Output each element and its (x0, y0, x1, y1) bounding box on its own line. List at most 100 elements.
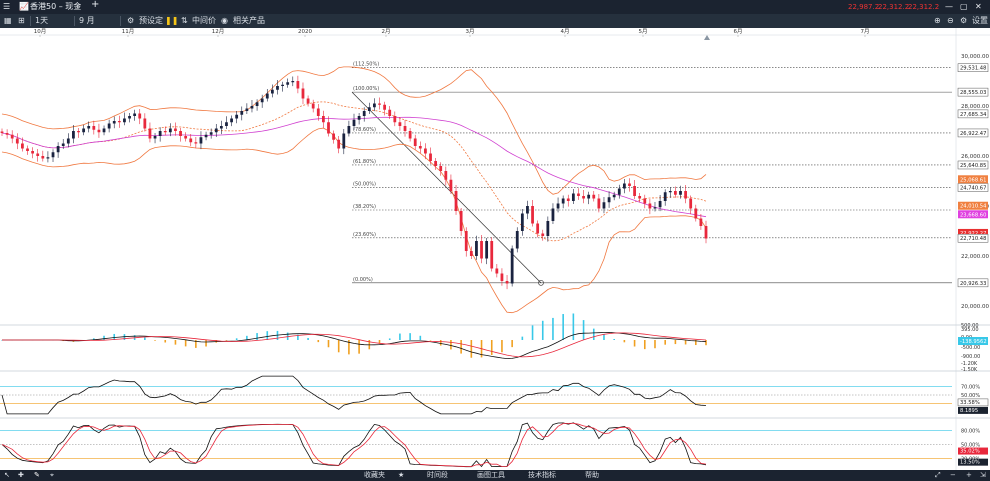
macd-histogram-bar (286, 332, 289, 340)
month-select[interactable]: 9 月 (79, 16, 95, 25)
fib-value-label: 24,740.67 (960, 185, 986, 191)
macd-histogram-bar (327, 340, 330, 348)
pen-icon[interactable]: ✎ (34, 471, 40, 479)
candle-body (454, 191, 458, 211)
candle-body (311, 103, 315, 109)
favorites-button[interactable]: 收藏夹 (364, 471, 385, 479)
grid-icon[interactable]: ⊞ (18, 16, 25, 25)
add-tab-button[interactable]: + (91, 0, 100, 10)
settings-icon[interactable]: ⚙ (960, 16, 968, 25)
macd-histogram-bar (419, 335, 422, 340)
candle-body (413, 138, 417, 146)
help-button[interactable]: 帮助 (585, 471, 599, 479)
candle-body (362, 111, 366, 116)
midprice-button[interactable]: 中间价 (192, 16, 216, 25)
zoom-plus-icon[interactable]: + (966, 471, 972, 479)
y-tick-label: 28,000.00 (961, 104, 989, 110)
stoch-k-line (1, 422, 707, 468)
macd-histogram-bar (93, 338, 95, 340)
candle-body (648, 203, 652, 209)
candle-body (301, 88, 305, 99)
x-tick-label: 4月 (561, 28, 570, 35)
candle-body (612, 194, 616, 198)
price-chart[interactable]: 10月 11月 12月 2020 2月 3月 4月 5月 6月 7月 (112.50%) (100.… (0, 28, 990, 470)
candle-body (46, 157, 50, 159)
price-tag (957, 233, 989, 243)
candle-body (699, 218, 703, 226)
x-tick-label: 7月 (861, 28, 870, 35)
search-icon[interactable]: ⌕ (76, 2, 81, 11)
macd-histogram-bar (490, 340, 493, 355)
price-tags: 25,068.61 24,010.54 23,668.60 22,922.2722,7… (957, 175, 989, 243)
candle-body (515, 231, 519, 249)
magnet-icon[interactable]: ⌖ (50, 471, 54, 479)
candle-body (31, 151, 35, 154)
x-axis: 10月 11月 12月 2020 2月 3月 4月 5月 6月 7月 (0, 28, 990, 40)
macd-histogram-bar (531, 325, 534, 340)
zoom-minus-icon[interactable]: − (950, 471, 956, 479)
arrow-icon[interactable]: ⤢ (935, 471, 941, 479)
eye-icon: ◉ (221, 16, 228, 25)
fib-value-box (957, 160, 989, 170)
macd-histogram-bar (705, 340, 707, 346)
minimize-icon[interactable]: — (945, 2, 953, 11)
macd-histogram-bar (317, 340, 320, 343)
candle-body (77, 131, 80, 133)
maximize-icon[interactable]: ▢ (960, 2, 968, 11)
price-tag (958, 201, 988, 210)
settings-label[interactable]: 设置 (972, 16, 988, 25)
candle-body (444, 171, 448, 180)
candle-body (408, 131, 412, 139)
rsi-tick-label: 70.00% (961, 385, 980, 391)
macd-histogram-bar (348, 340, 350, 355)
stoch-tick-label: 80.00% (961, 428, 980, 434)
zoom-in-icon[interactable]: ⊕ (934, 16, 941, 25)
candle-body (357, 116, 361, 120)
menu-icon[interactable]: ☰ (3, 2, 11, 11)
tech-indicators-button[interactable]: 技术指标 (528, 471, 556, 479)
pause-icon[interactable]: ❚❚ (165, 16, 179, 25)
price-tag-label: 22,710.48 (960, 236, 986, 242)
macd-histogram-bar (307, 338, 309, 340)
macd-histogram-bar (266, 331, 269, 340)
fib-value-box (957, 128, 989, 138)
bottom-bar: ↖ ✚ ✎ ⌖ 收藏夹 ★ 时间段 画图工具 技术指标 帮助 ⤢ − + ⇲ (0, 470, 990, 481)
candle-body (566, 198, 570, 201)
expand-icon[interactable]: ⇲ (980, 471, 986, 479)
related-button[interactable]: 相关产品 (233, 16, 265, 25)
tab-title[interactable]: 香港50 – 现金 (30, 2, 82, 11)
star-icon[interactable]: ★ (398, 471, 405, 479)
layout-icon[interactable]: ▦ (4, 16, 12, 25)
candle-body (168, 128, 172, 133)
crosshair-icon[interactable]: ✚ (18, 471, 24, 479)
timeperiod-button[interactable]: 时间段 (427, 471, 448, 479)
macd-histogram-bar (613, 339, 615, 340)
predefined-button[interactable]: 预设定 (139, 16, 163, 25)
candle-body (449, 179, 453, 191)
candle-body (158, 131, 162, 136)
fib-value-box (957, 109, 989, 119)
timeframe-select[interactable]: 1天 (35, 16, 49, 25)
close-icon[interactable]: ✕ (975, 2, 982, 11)
macd-histogram-bar (521, 336, 524, 340)
zoom-out-icon[interactable]: ⊖ (947, 16, 954, 25)
fib-value-label: 25,640.85 (960, 163, 986, 169)
cursor-icon[interactable]: ↖ (4, 471, 10, 479)
candle-body (286, 82, 290, 85)
candle-body (21, 143, 24, 149)
x-tick-label: 11月 (122, 28, 135, 35)
candle-body (219, 126, 223, 129)
candle-body (643, 198, 647, 204)
macd-histogram-bar (113, 333, 116, 340)
macd-histogram-bar (205, 340, 207, 347)
drawing-tools-button[interactable]: 画图工具 (477, 471, 505, 479)
candle-body (270, 89, 274, 94)
macd-histogram-bar (358, 340, 360, 354)
fib-value-label: 28,555.03 (960, 90, 986, 96)
candle-body (388, 109, 392, 116)
macd-histogram-bar (562, 314, 564, 340)
candle-body (464, 231, 468, 251)
candle-body (597, 198, 601, 209)
candle-body (520, 213, 524, 231)
candle-body (61, 143, 65, 146)
